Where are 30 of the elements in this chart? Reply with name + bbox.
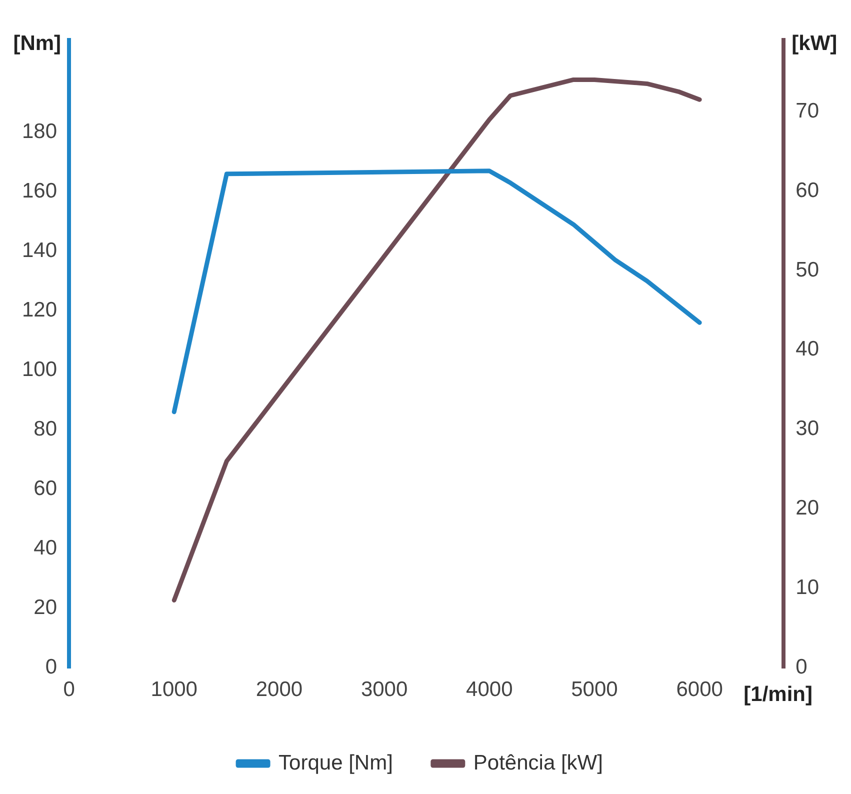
y-tick-label: 80 — [34, 418, 58, 441]
legend-label: Torque [Nm] — [278, 751, 393, 774]
x-axis-title: [1/min] — [744, 682, 812, 706]
x-tick-label: 2000 — [256, 678, 303, 702]
x-tick-label: 1000 — [150, 678, 198, 702]
y-tick-label: 140 — [22, 239, 58, 262]
y-axis-title: [Nm] — [13, 32, 62, 55]
y-tick-label: 100 — [22, 358, 58, 382]
y2-tick-label: 70 — [796, 99, 819, 122]
y2-tick-label: 0 — [796, 656, 808, 679]
y2-axis-title: [kW] — [792, 32, 838, 55]
y2-tick-label: 50 — [796, 258, 819, 282]
y2-tick-label: 10 — [796, 576, 819, 600]
y-tick-label: 60 — [34, 477, 58, 500]
y2-tick-label: 40 — [796, 338, 819, 361]
y-tick-label: 40 — [34, 536, 58, 560]
x-tick-label: 5000 — [571, 678, 618, 702]
x-tick-label: 0 — [63, 678, 75, 702]
y2-tick-label: 20 — [796, 496, 819, 520]
y-tick-label: 160 — [22, 180, 58, 203]
legend-label: Potência [kW] — [473, 751, 603, 774]
x-tick-label: 4000 — [466, 678, 513, 702]
x-tick-label: 3000 — [360, 678, 408, 702]
y-tick-label: 180 — [22, 120, 58, 144]
x-tick-label: 6000 — [676, 678, 723, 702]
y-tick-label: 120 — [22, 298, 58, 322]
y2-tick-label: 60 — [796, 178, 819, 202]
y2-tick-label: 30 — [796, 417, 819, 440]
y-tick-label: 20 — [34, 596, 58, 620]
y-tick-label: 0 — [45, 656, 58, 679]
